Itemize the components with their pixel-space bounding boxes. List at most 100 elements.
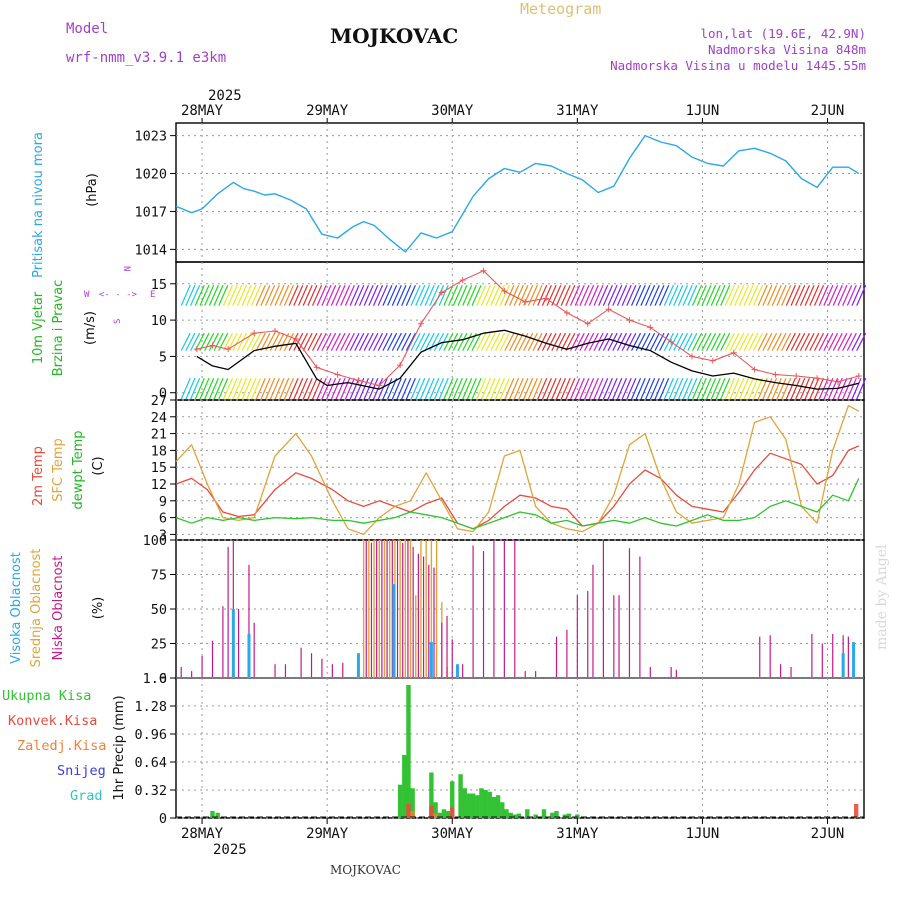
wind-barb-band-upper [340,284,351,306]
wind-barb-band-middle [696,332,707,351]
pressure-unit: (hPa) [85,173,100,207]
wind-barb-band-middle [734,332,745,351]
wind-barb-band-upper [265,284,276,306]
wind-barb-band-upper [593,284,604,306]
model-altitude-text: Nadmorska Visina u modelu 1445.55m [610,58,866,73]
wind-barb-band-middle [462,332,473,351]
wind-barb-band-upper [635,284,646,306]
cloud-label-low: Niska Oblacnost [51,556,66,661]
precip-total-bar [508,812,513,818]
pressure-title: Pritisak na nivou mora [31,132,46,278]
wind-barb-band-middle [312,332,323,351]
legend-frozen-precip: Zaledj.Kisa [17,738,106,754]
wind-gust-marker [334,371,341,378]
wind-title-a: 10m Vjetar [31,291,46,364]
wind-barb-band-upper [776,284,787,306]
wind-barb-band-middle [532,332,543,351]
wind-barb-band-upper [485,284,496,306]
wind-barb-band-upper [241,284,252,306]
wind-barb-band-middle [720,332,731,351]
wind-barb-band-lower [771,377,782,400]
wind-barb-band-middle [659,332,670,351]
wind-barb-band-lower [344,377,355,400]
wind-barb-band-lower [208,377,219,400]
wind-gust-marker [355,377,362,384]
wind-barb-band-lower [654,377,665,400]
wind-barb-band-lower [663,377,674,400]
wind-barb-band-upper [307,284,318,306]
wind-gust-marker [584,320,591,327]
wind-barb-band-upper [185,284,196,306]
wind-barb-band-lower [180,377,191,400]
wind-barb-band-upper [401,284,412,306]
temperature-ytick-label-8: 27 [151,393,167,409]
wind-gust-marker [834,378,841,385]
wind-barb-band-middle [204,332,215,351]
precip-conv-bar [853,804,859,818]
wind-barb-band-middle [494,332,506,351]
wind-barb-band-lower [410,377,421,400]
wind-barb-band-upper [691,284,703,306]
wind-barb-band-lower [391,377,402,400]
top-date-30MAY: 30MAY [431,103,474,119]
wind-barb-band-upper [677,284,688,306]
wind-gust-marker [709,357,716,364]
wind-barb-band-upper [391,284,402,306]
precip-total-bar [491,797,497,818]
wind-barb-band-upper [527,284,538,306]
wind-barb-band-lower [288,377,299,400]
wind-barb-band-middle [326,332,337,351]
precip-total-bar [500,802,505,818]
bottom-date-29MAY: 29MAY [306,826,349,842]
compass-w: W [84,290,90,300]
year-bottom: 2025 [213,842,247,858]
wind-barb-band-upper [626,284,637,306]
wind-barb-band-upper [771,284,782,306]
wind-barb-band-lower [560,377,571,400]
wind-gust-marker [668,338,675,345]
wind-barb-band-upper [433,284,445,306]
legend-hail: Grad [70,788,103,804]
pressure-ytick-label-2: 1020 [134,167,167,183]
wind-barb-band-upper [584,284,595,306]
wind-barb-band-upper [734,284,745,306]
wind-barb-band-middle [776,332,787,351]
wind-barb-band-lower [748,377,759,400]
wind-barb-band-middle [832,332,843,351]
wind-barb-band-upper [856,284,867,306]
clouds-ytick-label-2: 50 [151,602,167,618]
wind-barb-band-lower [443,377,454,400]
wind-barb-band-middle [541,332,552,351]
wind-barb-band-middle [476,332,487,351]
wind-barb-band-upper [682,284,693,306]
wind-barb-band-lower [452,377,463,400]
pressure-line [175,134,860,253]
wind-barb-band-upper [748,284,759,306]
wind-barb-band-lower [401,377,412,400]
wind-barb-band-lower [555,377,567,400]
wind-barb-band-middle [236,332,248,351]
wind-barb-band-upper [457,284,468,306]
wind-barb-band-lower [433,377,445,400]
wind-barb-band-lower [251,377,262,400]
wind-barb-band-middle [616,332,627,351]
wind-barb-band-middle [255,332,266,351]
temp-dewpt-line [175,478,860,530]
precip-total-bar [429,772,434,818]
wind-barb-band-lower [302,377,313,400]
wind-barb-band-upper [640,284,651,306]
wind-barb-band-upper [490,284,501,306]
wind-barb-band-upper [372,284,384,306]
wind-speed-line [196,329,859,390]
wind-barb-band-middle [297,332,309,351]
temp-label-dewpt: dewpt Temp [71,430,86,509]
wind-barb-band-middle [269,332,280,351]
wind-barb-band-lower [720,377,731,400]
wind-barb-band-upper [767,284,778,306]
precip-total-bar [575,814,580,818]
precip-unit: 1hr Precip (mm) [112,695,127,800]
wind-barb-band-middle [795,332,806,351]
wind-barb-band-middle [682,332,693,351]
wind-barb-band-upper [194,284,205,306]
wind-barb-band-lower [218,377,229,400]
